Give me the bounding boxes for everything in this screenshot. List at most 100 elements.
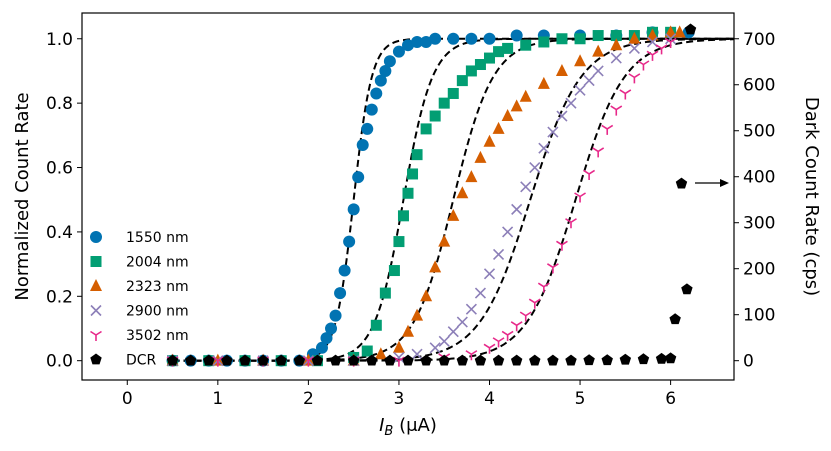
data-point [520, 181, 532, 193]
data-point [456, 316, 468, 328]
data-point [211, 356, 224, 367]
data-point [393, 236, 405, 248]
axis-ticks: 0 1 2 3 4 5 6 0.0 0.2 0.4 0.6 0.8 1.0 0 100 200 300 400 50… [46, 30, 776, 409]
data-point [492, 248, 505, 261]
data-point [610, 105, 623, 116]
data-point [556, 240, 568, 251]
data-point [465, 303, 477, 315]
data-point [356, 138, 369, 151]
data-point [438, 335, 450, 347]
data-point [547, 126, 559, 138]
data-point [529, 354, 541, 366]
data-point [483, 343, 496, 354]
data-point [370, 87, 383, 100]
data-point [537, 282, 550, 293]
data-point [392, 340, 405, 353]
data-point [239, 354, 251, 366]
x-tick-label: 4 [484, 389, 495, 409]
legend: 1550 nm 2004 nm 2323 nm 2900 nm 3502 nm DCR [90, 230, 189, 369]
data-point [429, 110, 441, 122]
series-markers [166, 37, 677, 367]
data-point [519, 311, 532, 322]
data-point [528, 298, 541, 309]
y-right-tick-label: 100 [743, 306, 775, 326]
data-point [583, 75, 595, 87]
data-point [411, 308, 424, 321]
data-point [379, 287, 391, 299]
data-point [483, 32, 496, 45]
data-point [474, 287, 487, 299]
data-point [402, 187, 414, 199]
data-point [511, 203, 523, 215]
legend-label: 2900 nm [126, 304, 189, 320]
data-point [411, 348, 423, 360]
x-tick-label: 6 [665, 389, 676, 409]
data-point [574, 33, 586, 45]
y-right-tick-label: 600 [743, 76, 775, 96]
data-point [338, 264, 351, 277]
data-point [510, 29, 523, 42]
x-axis-label: IB (μA) [379, 415, 437, 439]
data-point [374, 74, 387, 87]
data-point [664, 25, 677, 38]
data-point [257, 354, 269, 366]
series-markers [166, 23, 697, 366]
data-point [492, 354, 505, 366]
data-point [343, 235, 356, 248]
data-point [393, 356, 405, 367]
data-point [675, 177, 688, 189]
data-point [456, 354, 469, 366]
x-tick-label: 2 [303, 389, 314, 409]
data-point [655, 44, 668, 55]
data-point [538, 36, 550, 48]
y-left-tick-label: 1.0 [46, 30, 73, 50]
data-point [592, 44, 605, 57]
data-point [565, 97, 577, 109]
data-point [383, 55, 396, 68]
data-point [474, 59, 486, 71]
fit-curve [172, 37, 734, 362]
data-point [519, 89, 532, 102]
data-point [601, 124, 614, 135]
data-point [311, 354, 324, 366]
data-point [420, 123, 432, 135]
data-point [374, 347, 387, 360]
data-point [637, 353, 650, 365]
data-point [402, 354, 414, 366]
series-markers [166, 25, 686, 366]
x-tick-label: 3 [394, 389, 405, 409]
data-point [610, 30, 622, 42]
fit-curve [172, 37, 734, 362]
data-point [388, 265, 400, 277]
data-point [465, 350, 478, 361]
data-point [574, 84, 586, 96]
fit-curves [172, 37, 735, 362]
data-point [447, 326, 459, 338]
fit-curve [172, 37, 734, 362]
y-right-tick-label: 200 [743, 260, 775, 280]
data-point [456, 75, 468, 87]
data-point [352, 171, 365, 184]
data-point [628, 42, 640, 54]
data-point [221, 354, 233, 366]
data-point [438, 234, 451, 247]
data-point [379, 64, 392, 77]
data-point [407, 168, 419, 180]
data-point [402, 324, 414, 337]
data-point [664, 352, 677, 364]
legend-marker [90, 256, 102, 267]
data-point [684, 23, 697, 35]
legend-label: 3502 nm [126, 328, 189, 344]
data-point [502, 226, 514, 238]
y-axis-right-label: Dark Count Rate (cps) [801, 97, 822, 296]
y-right-tick-label: 400 [743, 168, 775, 188]
data-point [565, 354, 577, 366]
legend-marker [90, 279, 102, 291]
data-point [583, 169, 596, 180]
series-markers [166, 26, 695, 367]
legend-marker [90, 330, 102, 341]
data-point [325, 322, 338, 335]
data-point [361, 345, 373, 357]
data-point [361, 122, 374, 135]
